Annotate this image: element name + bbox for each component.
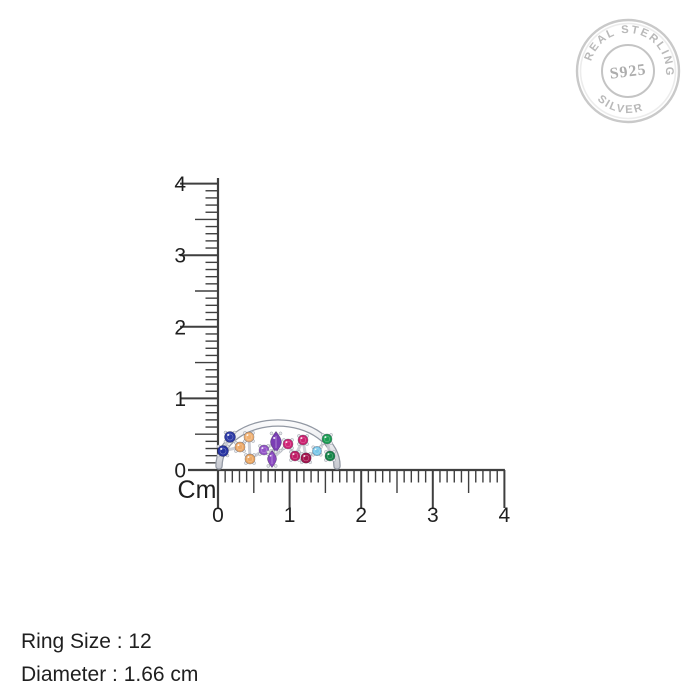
sparkle [237,444,240,447]
prong [278,431,283,436]
round-stone [224,431,236,443]
sparkle [261,447,264,450]
ring-size-text: Ring Size : 12 [21,630,152,653]
gemstone [244,453,256,465]
h-axis-label-4: 4 [499,504,511,527]
gemstone [216,444,230,458]
gemstone [299,451,313,465]
prong [273,464,278,468]
gemstone [243,431,255,443]
v-axis-label-3: 3 [174,245,186,268]
gemstone [266,449,278,469]
gemstone [321,433,333,445]
sparkle [246,434,249,437]
round-stone [217,445,229,457]
gemstone [282,438,294,450]
gemstone [289,450,301,462]
sparkle [269,454,272,457]
round-stone [300,452,312,464]
badge-center-circle [601,44,655,98]
h-axis-label-0: 0 [212,504,224,527]
facet-ring [323,435,331,443]
h-axis-label-3: 3 [427,504,439,527]
sparkle [324,436,327,439]
sterling-silver-badge: REAL STERLING SILVER S925 [575,15,684,124]
ruler-ticks [180,178,506,508]
sparkle [303,454,306,458]
round-stone [321,433,333,445]
diameter-text: Diameter : 1.66 cm [21,663,199,686]
sparkle [285,441,288,444]
round-stone [324,450,336,462]
sparkle [300,437,303,440]
ruler-labels: 0 1 2 3 4 0 1 2 3 4 Cm [174,173,510,527]
prong [273,450,278,454]
facet-ring [302,454,310,462]
gemstone [311,445,323,457]
sparkle [314,448,317,451]
round-stone [312,446,322,456]
round-stone [297,434,309,446]
round-stone [244,453,256,465]
prong [269,431,274,436]
v-axis-label-1: 1 [174,388,186,411]
unit-label: Cm [178,476,217,504]
facet-ring [236,443,244,451]
h-axis-label-1: 1 [284,504,296,527]
v-axis-label-2: 2 [174,316,186,339]
round-stone [258,444,270,456]
round-stone [234,441,246,453]
facet-ring [260,446,268,454]
round-stone [243,431,255,443]
badge-inner-rim [579,22,677,120]
round-stone [282,438,294,450]
gemstone [269,430,283,454]
facet-ring [219,447,227,455]
gemstone [258,444,270,456]
prong [278,448,283,453]
round-stone [289,450,301,462]
sparkle [273,436,276,440]
measurement-ruler: 0 1 2 3 4 0 1 2 3 4 Cm [174,173,510,527]
facet-ring [314,448,320,454]
sparkle [220,447,223,451]
prong [266,450,271,454]
facet-ring [245,433,253,441]
sparkle [247,456,250,459]
facet-ring [291,452,299,460]
marquise-stone [267,449,277,469]
v-axis-label-0: 0 [174,460,186,483]
product-details: Ring Size : 12 Diameter : 1.66 cm [21,630,198,687]
gemstone [223,430,237,444]
sparkle [292,453,295,456]
facet-ring [299,436,307,444]
h-axis-label-2: 2 [355,504,367,527]
facet-ring [326,452,334,460]
badge-s925-text: S925 [609,61,648,82]
prong [266,464,271,468]
badge-stamp-icon: REAL STERLING SILVER S925 [575,15,684,124]
v-axis-label-4: 4 [174,173,186,196]
facet-ring [226,433,234,441]
facet-ring [284,440,292,448]
facet-ring [246,455,254,463]
gemstone [324,450,336,462]
sparkle [227,433,230,437]
sparkle [327,453,330,456]
gemstone [297,434,309,446]
ring-image [215,419,341,470]
gemstone [234,441,246,453]
